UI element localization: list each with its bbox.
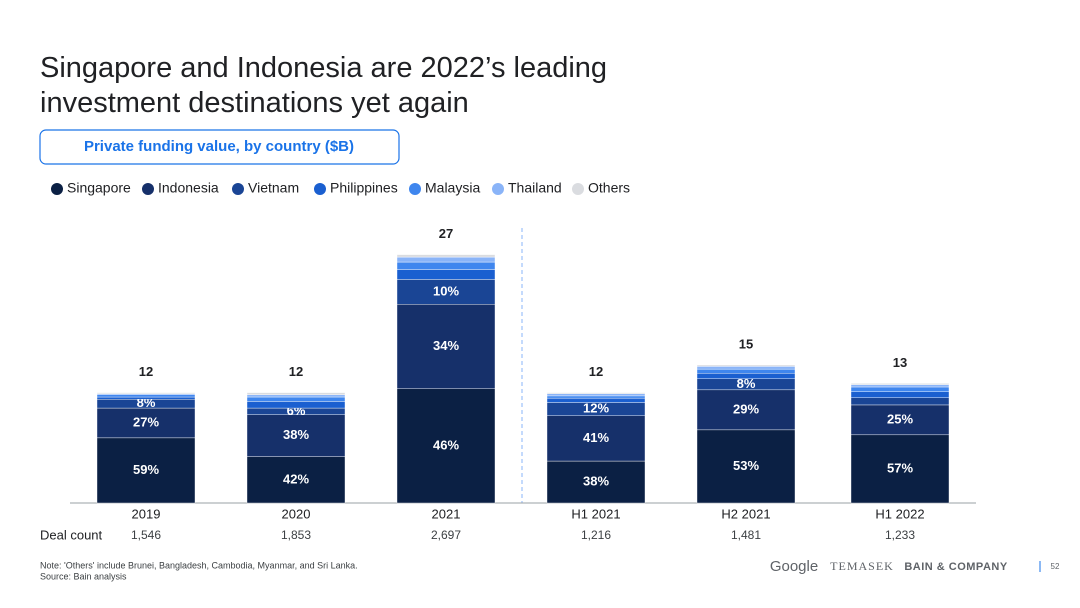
bar-segment (96, 394, 196, 398)
bar-segment (246, 401, 346, 409)
legend-label: Others (588, 180, 630, 196)
logo: Google (770, 558, 818, 575)
total-label: 13 (893, 355, 907, 370)
total-label: 12 (289, 364, 303, 379)
logo: TEMASEK (830, 559, 894, 573)
legend-label: Thailand (508, 180, 562, 196)
segment-label: 59% (133, 462, 159, 477)
bar-segment (696, 373, 796, 379)
legend-label: Philippines (330, 180, 398, 196)
bar-segment (696, 364, 796, 367)
segment-label: 12% (583, 401, 609, 416)
bar-segment (96, 392, 196, 394)
total-label: 15 (739, 336, 753, 351)
x-tick-label: H2 2021 (721, 506, 770, 521)
legend-swatch (492, 183, 504, 195)
segment-label: 34% (433, 338, 459, 353)
deal-count: 1,546 (131, 528, 161, 542)
bar-segment (546, 395, 646, 399)
x-tick-label: 2019 (132, 506, 161, 521)
bar-segment (696, 366, 796, 370)
bar-segment (246, 394, 346, 398)
bar-segment (546, 460, 646, 504)
bar-segment (546, 393, 646, 397)
segment-label: 42% (283, 471, 309, 486)
legend-label: Malaysia (425, 180, 480, 196)
legend-swatch (232, 183, 244, 195)
bar-segment (850, 386, 950, 392)
legend-swatch (409, 183, 421, 195)
bar-segment (850, 434, 950, 504)
total-label: 12 (589, 364, 603, 379)
legend-swatch (572, 183, 584, 195)
bar-segment (546, 415, 646, 462)
bar-segment (96, 437, 196, 504)
bar-segment (850, 391, 950, 398)
segment-label: 29% (733, 401, 759, 416)
bar-segment (546, 392, 646, 394)
legend-label: Vietnam (248, 180, 299, 196)
x-tick-label: H1 2022 (875, 506, 924, 521)
legend-label: Indonesia (158, 180, 219, 196)
segment-label: 8% (737, 376, 756, 391)
logo: BAIN & COMPANY (904, 561, 1008, 573)
deal-count: 1,233 (885, 528, 915, 542)
bar-segment (850, 383, 950, 385)
total-label: 27 (439, 226, 453, 241)
bar-segment (696, 389, 796, 431)
subtitle: Private funding value, by country ($B) (84, 138, 354, 155)
legend-label: Singapore (67, 180, 131, 196)
bar-segment (96, 396, 196, 400)
deal-count: 2,697 (431, 528, 461, 542)
bar-segment (696, 429, 796, 504)
bar-segment (396, 256, 496, 263)
source: Source: Bain analysis (40, 571, 127, 581)
bar-segment (696, 368, 796, 374)
segment-label: 25% (887, 411, 913, 426)
subtitle-box (39, 129, 400, 165)
title-line: investment destinations yet again (40, 87, 469, 119)
bar-segment (850, 397, 950, 406)
bar-segment (396, 261, 496, 270)
deal-count: 1,481 (731, 528, 761, 542)
bar-segment (850, 384, 950, 388)
segment-label: 10% (433, 283, 459, 298)
segment-label: 46% (433, 437, 459, 452)
x-tick-label: H1 2021 (571, 506, 620, 521)
note: Note: 'Others' include Brunei, Banglades… (40, 560, 358, 570)
bar-segment (246, 396, 346, 402)
segment-label: 41% (583, 430, 609, 445)
bar-segment (246, 392, 346, 396)
segment-label: 53% (733, 458, 759, 473)
segment-label: 38% (283, 427, 309, 442)
segment-label: 57% (887, 460, 913, 475)
bar-segment (396, 304, 496, 389)
page-number: 52 (1051, 562, 1060, 571)
bar-segment (396, 254, 496, 258)
x-tick-label: 2020 (282, 506, 311, 521)
x-tick-label: 2021 (432, 506, 461, 521)
bar-segment (396, 388, 496, 504)
legend-swatch (142, 183, 154, 195)
bar-segment (546, 397, 646, 403)
bar-segment (396, 279, 496, 305)
legend-swatch (51, 183, 63, 195)
segment-label: 27% (133, 414, 159, 429)
legend-swatch (314, 183, 326, 195)
bar-segment (396, 269, 496, 280)
bar-segment (850, 404, 950, 436)
total-label: 12 (139, 364, 153, 379)
bar-segment (246, 414, 346, 457)
deal-count: 1,216 (581, 528, 611, 542)
segment-label: 38% (583, 473, 609, 488)
title-line: Singapore and Indonesia are 2022’s leadi… (40, 52, 607, 84)
deal-count-label: Deal count (40, 527, 103, 542)
deal-count: 1,853 (281, 528, 311, 542)
